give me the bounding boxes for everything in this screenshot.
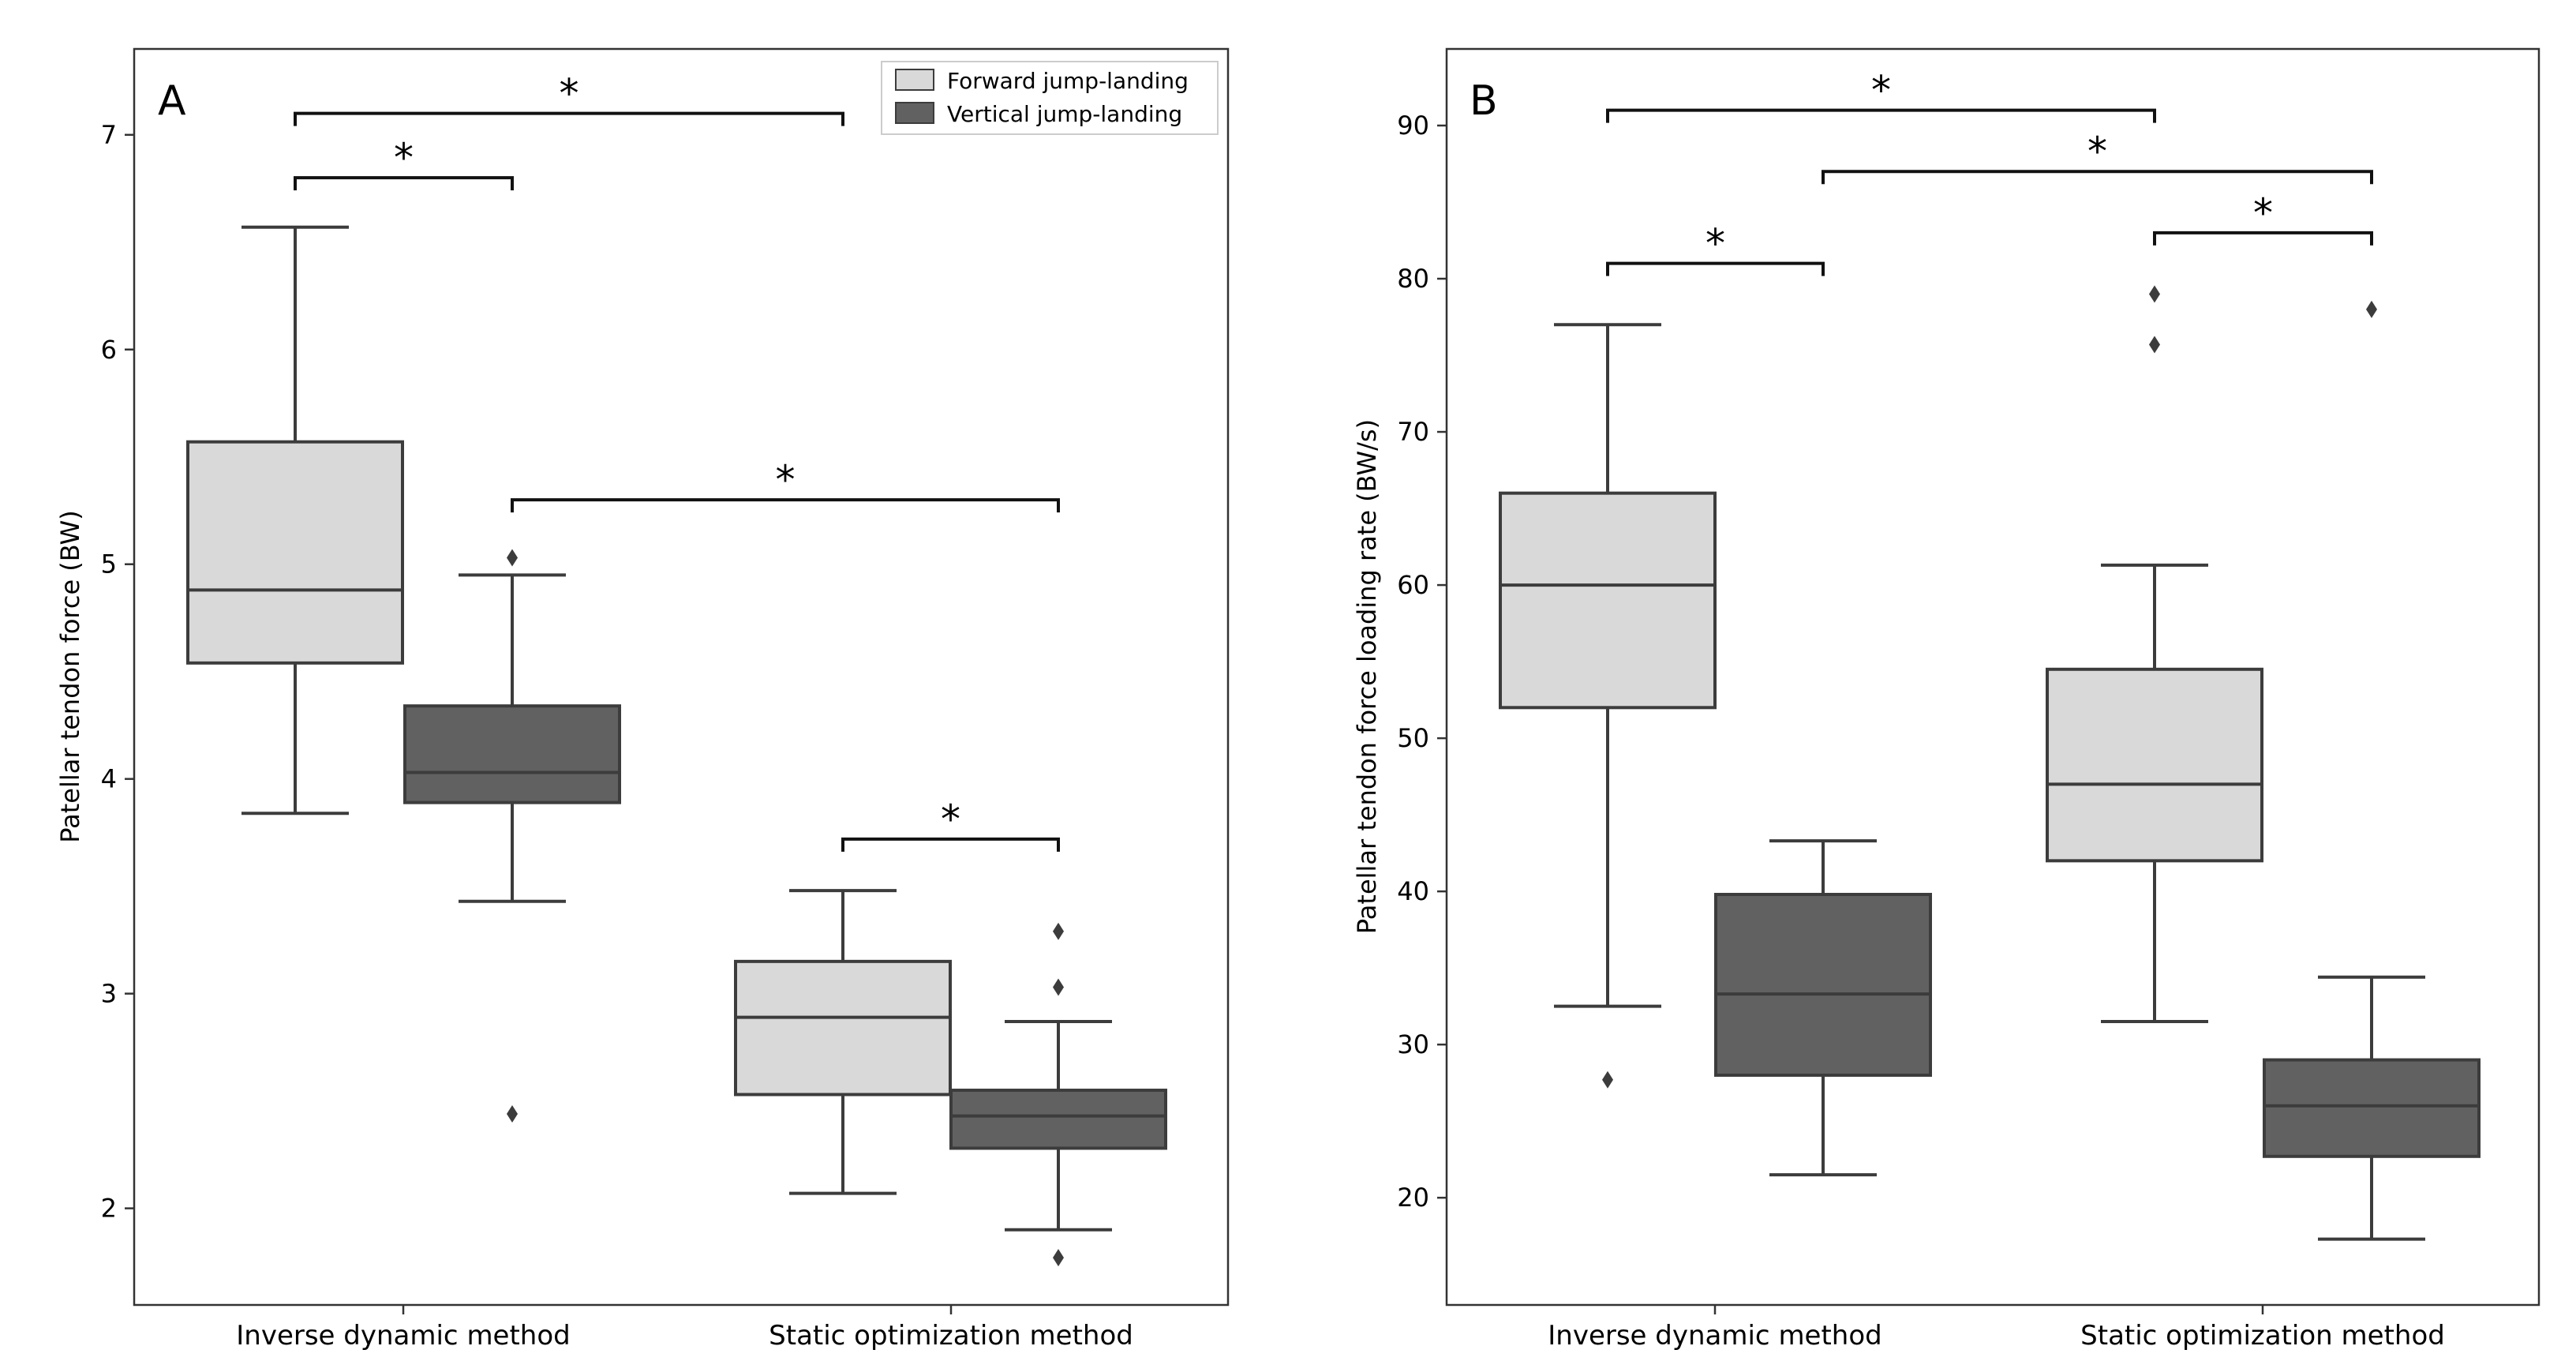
legend-frame <box>881 61 1219 135</box>
box-forward-0 <box>186 225 404 815</box>
significance-bracket <box>1606 261 1825 276</box>
box-body <box>403 704 621 804</box>
significance-bracket <box>294 176 514 191</box>
legend-label-forward: Forward jump-landing <box>947 68 1189 94</box>
outlier-point <box>1053 978 1064 996</box>
legend: Forward jump-landing Vertical jump-landi… <box>881 61 1219 135</box>
y-tick-label: 3 <box>101 979 117 1009</box>
x-tick-label: Static optimization method <box>769 1320 1133 1352</box>
y-tick-label: 5 <box>101 549 117 579</box>
y-tick-label: 2 <box>101 1194 117 1224</box>
significance-bracket <box>1822 170 2373 185</box>
outlier-point <box>2366 300 2377 318</box>
box-body <box>1714 893 1932 1077</box>
box-vertical-1 <box>2263 300 2481 1241</box>
panel-b: B Patellar tendon force loading rate (BW… <box>1352 47 2540 1352</box>
box-body <box>2263 1058 2481 1158</box>
x-tick-label: Static optimization method <box>2080 1320 2445 1352</box>
significance-bracket <box>294 111 844 126</box>
panel-a-y-ticks: 2 3 4 5 6 7 <box>101 120 134 1224</box>
outlier-point <box>1602 1070 1613 1089</box>
panel-b-label: B <box>1470 77 1498 125</box>
significance-bracket <box>2153 231 2373 246</box>
panel-a-boxes <box>186 225 1167 1267</box>
outlier-point <box>507 1104 518 1123</box>
significance-star: * <box>2087 129 2107 174</box>
box-vertical-1 <box>949 922 1167 1267</box>
y-tick-label: 50 <box>1397 723 1429 753</box>
box-body <box>949 1089 1167 1150</box>
y-tick-label: 70 <box>1397 417 1429 447</box>
significance-star: * <box>2253 190 2273 236</box>
panel-b-significance: * * * * <box>1606 68 2373 276</box>
panel-b-y-ticks: 20 30 40 50 60 70 80 90 <box>1397 111 1447 1213</box>
box-forward-0 <box>1499 323 1717 1089</box>
box-vertical-0 <box>403 549 621 1123</box>
y-tick-label: 6 <box>101 335 117 365</box>
y-tick-label: 80 <box>1397 264 1429 294</box>
y-tick-label: 7 <box>101 120 117 150</box>
outlier-point <box>507 549 518 567</box>
x-tick-label: Inverse dynamic method <box>1548 1320 1882 1352</box>
box-forward-1 <box>734 889 952 1195</box>
y-tick-label: 40 <box>1397 876 1429 906</box>
significance-star: * <box>941 797 960 842</box>
outlier-point <box>2149 285 2160 303</box>
box-body <box>186 440 404 665</box>
legend-swatch-vertical <box>895 102 934 124</box>
panel-a-label: A <box>158 77 186 125</box>
significance-star: * <box>394 135 414 181</box>
box-body <box>2046 667 2263 863</box>
panel-a: A Patellar tendon force (BW) 2 3 4 5 6 7 Inve… <box>55 47 1230 1352</box>
y-tick-label: 30 <box>1397 1029 1429 1059</box>
significance-bracket <box>511 498 1060 513</box>
y-tick-label: 90 <box>1397 111 1429 141</box>
box-vertical-0 <box>1714 839 1932 1177</box>
significance-star: * <box>776 457 796 503</box>
box-forward-1 <box>2046 285 2263 1024</box>
y-tick-label: 60 <box>1397 570 1429 600</box>
legend-label-vertical: Vertical jump-landing <box>947 101 1182 127</box>
significance-bracket <box>841 837 1060 852</box>
legend-swatch-forward <box>895 69 934 91</box>
y-tick-label: 4 <box>101 764 117 794</box>
panel-b-boxes <box>1499 285 2481 1241</box>
box-body <box>1499 491 1717 710</box>
panel-a-x-ticks: Inverse dynamic method Static optimizatio… <box>236 1305 1133 1352</box>
significance-star: * <box>560 71 579 117</box>
panel-a-significance: * * * * <box>294 71 1060 852</box>
outlier-point <box>1053 922 1064 940</box>
panel-b-x-ticks: Inverse dynamic method Static optimizatio… <box>1548 1305 2445 1352</box>
panel-b-y-axis-label: Patellar tendon force loading rate (BW/s… <box>1352 419 1382 934</box>
significance-star: * <box>1705 221 1725 267</box>
panel-a-y-axis-label: Patellar tendon force (BW) <box>55 510 85 842</box>
x-tick-label: Inverse dynamic method <box>236 1320 571 1352</box>
outlier-point <box>2149 336 2160 354</box>
y-tick-label: 20 <box>1397 1183 1429 1213</box>
significance-star: * <box>1871 68 1891 114</box>
significance-bracket <box>1606 108 2156 123</box>
outlier-point <box>1053 1249 1064 1267</box>
box-body <box>734 959 952 1097</box>
